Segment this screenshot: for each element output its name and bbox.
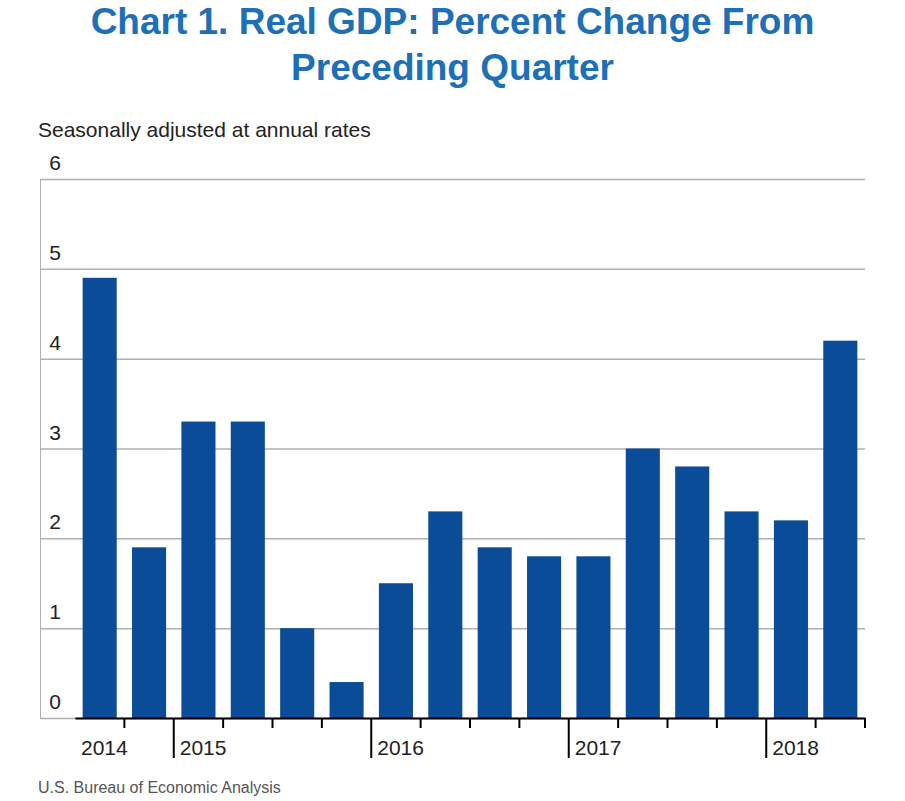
bar <box>478 547 512 718</box>
y-tick-label: 2 <box>49 510 61 533</box>
x-tick-label: 2018 <box>772 736 819 759</box>
grid-line <box>40 718 865 720</box>
y-tick: 4 <box>40 331 865 359</box>
y-tick-label: 4 <box>49 331 61 354</box>
y-tick-label: 6 <box>49 151 61 174</box>
quarter-tick <box>272 718 274 728</box>
x-axis: 2014 2015 2016 2017 2018 <box>76 718 866 759</box>
y-tick-label: 5 <box>49 241 61 264</box>
quarter-tick <box>321 718 323 728</box>
grid-line <box>40 179 865 181</box>
year-separator <box>173 718 175 758</box>
bar <box>280 628 314 718</box>
bar <box>527 556 561 718</box>
bar <box>181 422 215 718</box>
x-tick: 2014 <box>81 718 128 759</box>
title: Chart 1. Real GDP: Percent Change FromPr… <box>91 1 815 88</box>
y-axis: 0 1 2 3 4 5 6 <box>40 151 865 718</box>
bars <box>83 278 858 718</box>
bar <box>626 449 660 719</box>
quarter-tick <box>222 718 224 728</box>
source: U.S. Bureau of Economic Analysis <box>38 779 281 796</box>
x-tick: 2017 <box>575 718 622 759</box>
x-tick-label: 2016 <box>377 736 424 759</box>
grid-line <box>40 358 865 360</box>
quarter-tick <box>420 718 422 728</box>
x-tick-label: 2017 <box>575 736 622 759</box>
subtitle: Seasonally adjusted at annual rates <box>38 118 371 141</box>
quarter-tick <box>864 718 866 728</box>
year-separator <box>568 718 570 758</box>
quarter-tick <box>667 718 669 728</box>
chart: Chart 1. Real GDP: Percent Change FromPr… <box>0 0 905 801</box>
quarter-tick <box>617 718 619 728</box>
bar <box>132 547 166 718</box>
quarter-tick <box>815 718 817 728</box>
grid-line <box>40 269 865 271</box>
y-tick: 6 <box>40 151 865 179</box>
y-tick: 5 <box>40 241 865 269</box>
bar <box>675 466 709 718</box>
bar <box>774 520 808 718</box>
bar <box>576 556 610 718</box>
year-separator <box>370 718 372 758</box>
bar <box>330 682 364 718</box>
y-tick-label: 1 <box>49 600 61 623</box>
x-tick-label: 2015 <box>180 736 227 759</box>
y-tick-label: 0 <box>49 690 61 713</box>
bar <box>379 583 413 718</box>
bar <box>231 422 265 718</box>
x-tick: 2015 <box>180 718 227 759</box>
bar <box>428 511 462 718</box>
quarter-tick <box>716 718 718 728</box>
y-tick-label: 3 <box>49 421 61 444</box>
quarter-tick <box>469 718 471 728</box>
y-tick: 3 <box>40 421 865 449</box>
grid-line <box>40 448 865 450</box>
x-tick: 2018 <box>772 718 819 759</box>
x-tick: 2016 <box>377 718 424 759</box>
bar <box>823 341 857 718</box>
quarter-tick <box>123 718 125 728</box>
bar <box>725 511 759 718</box>
bar <box>83 278 117 718</box>
x-separators <box>124 718 865 758</box>
quarter-tick <box>518 718 520 728</box>
year-separator <box>765 718 767 758</box>
x-tick-label: 2014 <box>81 736 128 759</box>
